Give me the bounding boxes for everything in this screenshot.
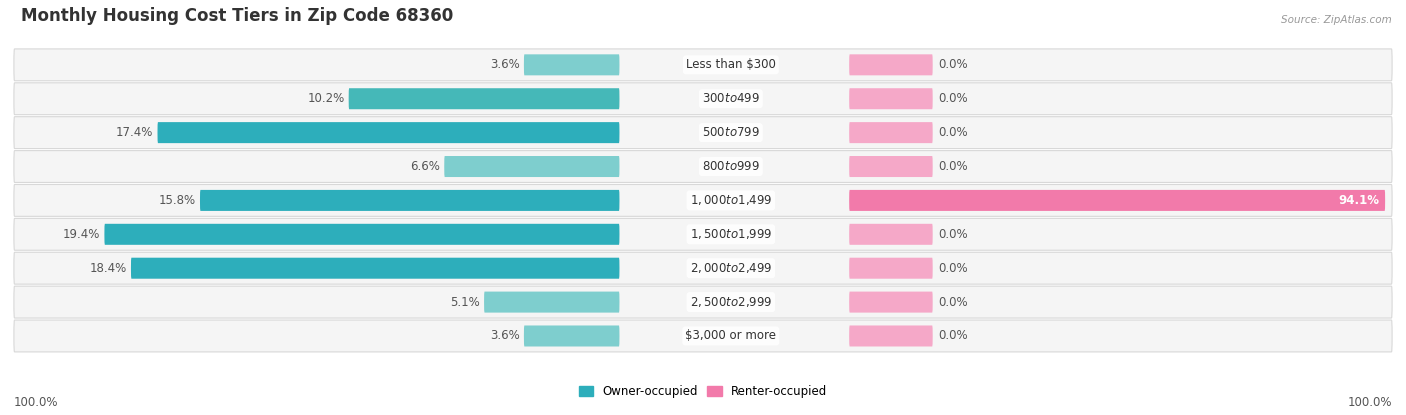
Text: 17.4%: 17.4% xyxy=(115,126,153,139)
Text: 3.6%: 3.6% xyxy=(489,59,520,71)
FancyBboxPatch shape xyxy=(14,49,1392,81)
FancyBboxPatch shape xyxy=(200,190,620,211)
Text: 19.4%: 19.4% xyxy=(63,228,100,241)
Legend: Owner-occupied, Renter-occupied: Owner-occupied, Renter-occupied xyxy=(574,380,832,403)
Text: $1,500 to $1,999: $1,500 to $1,999 xyxy=(689,227,772,241)
FancyBboxPatch shape xyxy=(524,325,620,347)
Text: 100.0%: 100.0% xyxy=(1347,395,1392,409)
FancyBboxPatch shape xyxy=(849,292,932,312)
Text: 0.0%: 0.0% xyxy=(938,330,967,342)
FancyBboxPatch shape xyxy=(849,88,932,109)
FancyBboxPatch shape xyxy=(104,224,620,245)
FancyBboxPatch shape xyxy=(524,54,620,76)
FancyBboxPatch shape xyxy=(349,88,620,109)
Text: $3,000 or more: $3,000 or more xyxy=(685,330,776,342)
Text: Source: ZipAtlas.com: Source: ZipAtlas.com xyxy=(1281,15,1392,25)
Text: 15.8%: 15.8% xyxy=(159,194,195,207)
Text: $1,000 to $1,499: $1,000 to $1,499 xyxy=(689,193,772,208)
FancyBboxPatch shape xyxy=(849,156,932,177)
Text: 0.0%: 0.0% xyxy=(938,228,967,241)
Text: 0.0%: 0.0% xyxy=(938,295,967,309)
FancyBboxPatch shape xyxy=(849,325,932,347)
FancyBboxPatch shape xyxy=(14,252,1392,284)
FancyBboxPatch shape xyxy=(131,258,620,279)
FancyBboxPatch shape xyxy=(444,156,620,177)
FancyBboxPatch shape xyxy=(849,258,932,279)
Text: 0.0%: 0.0% xyxy=(938,59,967,71)
FancyBboxPatch shape xyxy=(14,83,1392,115)
Text: 94.1%: 94.1% xyxy=(1339,194,1379,207)
Text: 10.2%: 10.2% xyxy=(308,92,344,105)
FancyBboxPatch shape xyxy=(14,320,1392,352)
Text: $800 to $999: $800 to $999 xyxy=(702,160,759,173)
FancyBboxPatch shape xyxy=(14,117,1392,149)
Text: 5.1%: 5.1% xyxy=(450,295,479,309)
Text: 6.6%: 6.6% xyxy=(411,160,440,173)
Text: Monthly Housing Cost Tiers in Zip Code 68360: Monthly Housing Cost Tiers in Zip Code 6… xyxy=(21,7,453,25)
FancyBboxPatch shape xyxy=(849,122,932,143)
FancyBboxPatch shape xyxy=(849,54,932,76)
FancyBboxPatch shape xyxy=(14,185,1392,216)
FancyBboxPatch shape xyxy=(849,224,932,245)
Text: 0.0%: 0.0% xyxy=(938,262,967,275)
Text: 0.0%: 0.0% xyxy=(938,160,967,173)
Text: 0.0%: 0.0% xyxy=(938,92,967,105)
Text: $500 to $799: $500 to $799 xyxy=(702,126,759,139)
Text: Less than $300: Less than $300 xyxy=(686,59,776,71)
Text: $2,000 to $2,499: $2,000 to $2,499 xyxy=(689,261,772,275)
Text: $2,500 to $2,999: $2,500 to $2,999 xyxy=(689,295,772,309)
FancyBboxPatch shape xyxy=(14,151,1392,183)
FancyBboxPatch shape xyxy=(849,190,1385,211)
FancyBboxPatch shape xyxy=(484,292,620,312)
Text: 0.0%: 0.0% xyxy=(938,126,967,139)
FancyBboxPatch shape xyxy=(157,122,620,143)
Text: 3.6%: 3.6% xyxy=(489,330,520,342)
Text: 18.4%: 18.4% xyxy=(90,262,127,275)
FancyBboxPatch shape xyxy=(14,218,1392,250)
Text: $300 to $499: $300 to $499 xyxy=(702,92,759,105)
Text: 100.0%: 100.0% xyxy=(14,395,59,409)
FancyBboxPatch shape xyxy=(14,286,1392,318)
